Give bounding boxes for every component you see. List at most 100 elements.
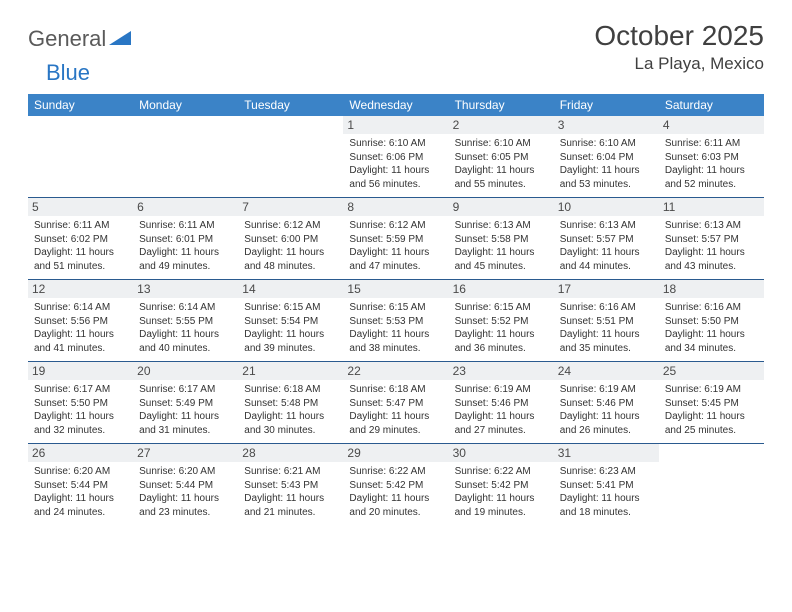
day-cell: 24Sunrise: 6:19 AMSunset: 5:46 PMDayligh… [554, 362, 659, 444]
week-row: 19Sunrise: 6:17 AMSunset: 5:50 PMDayligh… [28, 362, 764, 444]
week-row: 1Sunrise: 6:10 AMSunset: 6:06 PMDaylight… [28, 116, 764, 198]
day-cell: 9Sunrise: 6:13 AMSunset: 5:58 PMDaylight… [449, 198, 554, 280]
daylight-text: Daylight: 11 hours and 36 minutes. [455, 328, 548, 355]
daylight-text: Daylight: 11 hours and 41 minutes. [34, 328, 127, 355]
day-number: 22 [343, 362, 448, 380]
daylight-text: Daylight: 11 hours and 29 minutes. [349, 410, 442, 437]
sunset-text: Sunset: 5:46 PM [455, 397, 548, 411]
daylight-text: Daylight: 11 hours and 52 minutes. [665, 164, 758, 191]
sunset-text: Sunset: 5:42 PM [455, 479, 548, 493]
sunset-text: Sunset: 5:48 PM [244, 397, 337, 411]
day-number: 31 [554, 444, 659, 462]
sunrise-text: Sunrise: 6:13 AM [665, 219, 758, 233]
sunrise-text: Sunrise: 6:17 AM [34, 383, 127, 397]
day-cell: 4Sunrise: 6:11 AMSunset: 6:03 PMDaylight… [659, 116, 764, 198]
sunset-text: Sunset: 5:42 PM [349, 479, 442, 493]
brand-logo: General [28, 26, 132, 52]
sunrise-text: Sunrise: 6:12 AM [349, 219, 442, 233]
day-cell: 16Sunrise: 6:15 AMSunset: 5:52 PMDayligh… [449, 280, 554, 362]
daylight-text: Daylight: 11 hours and 23 minutes. [139, 492, 232, 519]
day-number: 3 [554, 116, 659, 134]
daylight-text: Daylight: 11 hours and 55 minutes. [455, 164, 548, 191]
day-number: 6 [133, 198, 238, 216]
day-number: 2 [449, 116, 554, 134]
sunset-text: Sunset: 5:57 PM [560, 233, 653, 247]
daylight-text: Daylight: 11 hours and 25 minutes. [665, 410, 758, 437]
day-info: Sunrise: 6:17 AMSunset: 5:50 PMDaylight:… [34, 383, 127, 437]
daylight-text: Daylight: 11 hours and 24 minutes. [34, 492, 127, 519]
day-cell: 17Sunrise: 6:16 AMSunset: 5:51 PMDayligh… [554, 280, 659, 362]
day-number: 24 [554, 362, 659, 380]
daylight-text: Daylight: 11 hours and 51 minutes. [34, 246, 127, 273]
week-row: 12Sunrise: 6:14 AMSunset: 5:56 PMDayligh… [28, 280, 764, 362]
day-info: Sunrise: 6:17 AMSunset: 5:49 PMDaylight:… [139, 383, 232, 437]
sunset-text: Sunset: 6:06 PM [349, 151, 442, 165]
day-info: Sunrise: 6:10 AMSunset: 6:05 PMDaylight:… [455, 137, 548, 191]
sunset-text: Sunset: 5:44 PM [34, 479, 127, 493]
sunset-text: Sunset: 5:52 PM [455, 315, 548, 329]
sunrise-text: Sunrise: 6:10 AM [349, 137, 442, 151]
daylight-text: Daylight: 11 hours and 45 minutes. [455, 246, 548, 273]
day-number: 27 [133, 444, 238, 462]
sunrise-text: Sunrise: 6:17 AM [139, 383, 232, 397]
day-number: 9 [449, 198, 554, 216]
daylight-text: Daylight: 11 hours and 47 minutes. [349, 246, 442, 273]
day-cell [28, 116, 133, 198]
day-info: Sunrise: 6:11 AMSunset: 6:02 PMDaylight:… [34, 219, 127, 273]
day-number: 11 [659, 198, 764, 216]
day-cell: 8Sunrise: 6:12 AMSunset: 5:59 PMDaylight… [343, 198, 448, 280]
sunrise-text: Sunrise: 6:13 AM [455, 219, 548, 233]
daylight-text: Daylight: 11 hours and 34 minutes. [665, 328, 758, 355]
day-info: Sunrise: 6:22 AMSunset: 5:42 PMDaylight:… [349, 465, 442, 519]
day-info: Sunrise: 6:15 AMSunset: 5:54 PMDaylight:… [244, 301, 337, 355]
day-info: Sunrise: 6:14 AMSunset: 5:56 PMDaylight:… [34, 301, 127, 355]
sunrise-text: Sunrise: 6:20 AM [34, 465, 127, 479]
location-label: La Playa, Mexico [594, 54, 764, 74]
daylight-text: Daylight: 11 hours and 26 minutes. [560, 410, 653, 437]
day-cell [659, 444, 764, 525]
day-cell: 25Sunrise: 6:19 AMSunset: 5:45 PMDayligh… [659, 362, 764, 444]
day-number: 16 [449, 280, 554, 298]
day-cell: 7Sunrise: 6:12 AMSunset: 6:00 PMDaylight… [238, 198, 343, 280]
day-cell: 15Sunrise: 6:15 AMSunset: 5:53 PMDayligh… [343, 280, 448, 362]
sunset-text: Sunset: 5:41 PM [560, 479, 653, 493]
brand-triangle-icon [109, 29, 131, 50]
day-info: Sunrise: 6:10 AMSunset: 6:04 PMDaylight:… [560, 137, 653, 191]
day-number: 17 [554, 280, 659, 298]
weekday-header-row: Sunday Monday Tuesday Wednesday Thursday… [28, 94, 764, 116]
day-info: Sunrise: 6:20 AMSunset: 5:44 PMDaylight:… [139, 465, 232, 519]
sunrise-text: Sunrise: 6:22 AM [349, 465, 442, 479]
daylight-text: Daylight: 11 hours and 49 minutes. [139, 246, 232, 273]
daylight-text: Daylight: 11 hours and 39 minutes. [244, 328, 337, 355]
sunrise-text: Sunrise: 6:22 AM [455, 465, 548, 479]
day-cell: 21 Sunrise: 6:18 AMSunset: 5:48 PMDayligh… [238, 362, 343, 444]
sunrise-text: Sunrise: 6:13 AM [560, 219, 653, 233]
sunset-text: Sunset: 6:05 PM [455, 151, 548, 165]
day-cell: 19Sunrise: 6:17 AMSunset: 5:50 PMDayligh… [28, 362, 133, 444]
sunrise-text: Sunrise: 6:11 AM [665, 137, 758, 151]
day-info: Sunrise: 6:10 AMSunset: 6:06 PMDaylight:… [349, 137, 442, 191]
sunrise-text: Sunrise: 6:19 AM [455, 383, 548, 397]
day-info: Sunrise: 6:23 AMSunset: 5:41 PMDaylight:… [560, 465, 653, 519]
day-cell: 26Sunrise: 6:20 AMSunset: 5:44 PMDayligh… [28, 444, 133, 525]
day-info: Sunrise: 6:18 AMSunset: 5:47 PMDaylight:… [349, 383, 442, 437]
sunrise-text: Sunrise: 6:20 AM [139, 465, 232, 479]
sunrise-text: Sunrise: 6:10 AM [560, 137, 653, 151]
sunrise-text: Sunrise: 6:18 AM [349, 383, 442, 397]
day-cell: 23Sunrise: 6:19 AMSunset: 5:46 PMDayligh… [449, 362, 554, 444]
day-info: Sunrise: 6:18 AMSunset: 5:48 PMDaylight:… [244, 383, 337, 437]
day-number: 21 [238, 362, 343, 380]
day-info: Sunrise: 6:12 AMSunset: 5:59 PMDaylight:… [349, 219, 442, 273]
daylight-text: Daylight: 11 hours and 35 minutes. [560, 328, 653, 355]
day-info: Sunrise: 6:12 AMSunset: 6:00 PMDaylight:… [244, 219, 337, 273]
week-row: 26Sunrise: 6:20 AMSunset: 5:44 PMDayligh… [28, 444, 764, 525]
sunrise-text: Sunrise: 6:14 AM [139, 301, 232, 315]
sunset-text: Sunset: 6:03 PM [665, 151, 758, 165]
day-number: 14 [238, 280, 343, 298]
day-number: 20 [133, 362, 238, 380]
sunset-text: Sunset: 5:50 PM [34, 397, 127, 411]
day-info: Sunrise: 6:19 AMSunset: 5:46 PMDaylight:… [455, 383, 548, 437]
week-row: 5Sunrise: 6:11 AMSunset: 6:02 PMDaylight… [28, 198, 764, 280]
sunset-text: Sunset: 5:45 PM [665, 397, 758, 411]
sunrise-text: Sunrise: 6:11 AM [34, 219, 127, 233]
